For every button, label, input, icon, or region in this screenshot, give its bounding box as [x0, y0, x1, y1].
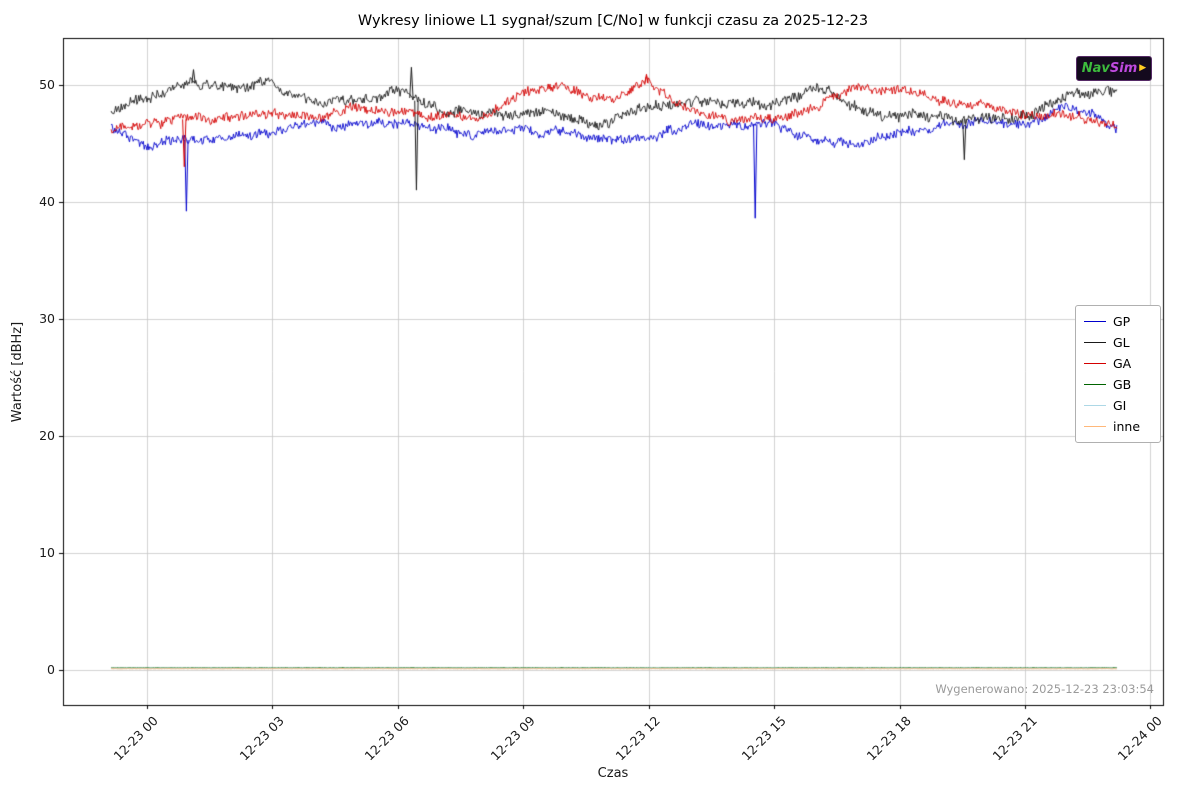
legend-line-sample: [1084, 321, 1106, 322]
legend-line-sample: [1084, 363, 1106, 364]
y-tick-label: 0: [47, 661, 55, 677]
y-tick-label: 40: [39, 193, 55, 209]
logo-text-right: Sim: [1109, 61, 1138, 76]
legend-item-GL: GL: [1084, 332, 1152, 353]
legend-item-GP: GP: [1084, 311, 1152, 332]
legend-box: GP GL GA GB GI inne: [1075, 305, 1161, 443]
legend-label: GB: [1113, 377, 1132, 392]
legend-item-GA: GA: [1084, 353, 1152, 374]
x-axis-label: Czas: [597, 766, 629, 781]
legend-label: inne: [1113, 419, 1141, 434]
y-tick-label: 30: [39, 310, 55, 326]
legend-label: GL: [1113, 335, 1130, 350]
legend-item-GI: GI: [1084, 395, 1152, 416]
navsim-logo: Nav Sim ▶: [1076, 56, 1152, 81]
legend-item-inne: inne: [1084, 416, 1152, 437]
y-tick-label: 20: [39, 427, 55, 443]
legend-label: GP: [1113, 314, 1131, 329]
logo-text-left: Nav: [1081, 61, 1110, 76]
legend-line-sample: [1084, 426, 1106, 427]
legend-line-sample: [1084, 384, 1106, 385]
y-tick-label: 50: [39, 76, 55, 92]
legend-label: GA: [1113, 356, 1132, 371]
legend-item-GB: GB: [1084, 374, 1152, 395]
legend-line-sample: [1084, 342, 1106, 343]
y-tick-label: 10: [39, 544, 55, 560]
legend-label: GI: [1113, 398, 1127, 413]
watermark-text: Wygenerowano: 2025-12-23 23:03:54: [935, 682, 1154, 696]
legend-line-sample: [1084, 405, 1106, 406]
logo-arrow-icon: ▶: [1139, 63, 1147, 73]
chart-title: Wykresy liniowe L1 sygnał/szum [C/No] w …: [357, 13, 869, 29]
